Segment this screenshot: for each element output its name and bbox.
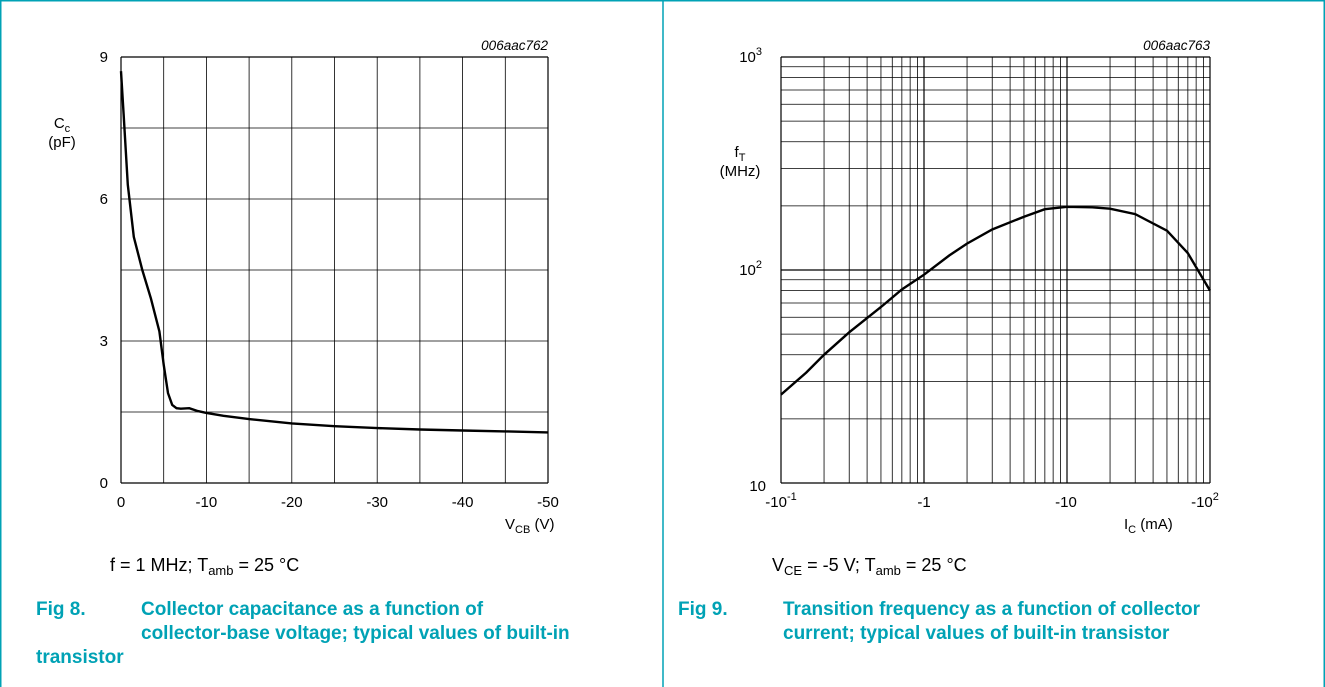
fig8-caption-line: collector-base voltage; typical values o… (141, 623, 570, 644)
fig9-figure-code: 006aac763 (1143, 38, 1210, 53)
fig8-y-tick-label: 3 (100, 333, 108, 350)
fig8-x-tick-label: -40 (452, 494, 474, 511)
fig9-y-tick-label-10: 10 (749, 478, 766, 495)
fig9-y-tick-label-1000: 103 (739, 46, 762, 66)
fig8-x-axis-label: VCB (V) (505, 516, 554, 536)
fig8-series-line (119, 71, 549, 434)
fig9-caption-number: Fig 9. (678, 599, 728, 620)
fig8-grid (120, 56, 549, 484)
fig8-x-tick-label: -20 (281, 494, 303, 511)
fig9-caption-line: current; typical values of built-in tran… (783, 623, 1170, 644)
fig8-tick-labels: 0 -10 -20 -30 -40 -50 0 3 6 9 (100, 49, 559, 511)
fig9-chart: 006aac763 fT (MHz) IC (mA) 10 102 103 -1… (720, 38, 1219, 536)
fig8-conditions: f = 1 MHz; Tamb = 25 °C (110, 555, 300, 578)
fig9-caption: Fig 9. Transition frequency as a functio… (678, 598, 1318, 658)
fig9-y-axis-label: fT (735, 144, 746, 164)
fig9-y-tick-label-100: 102 (739, 259, 762, 279)
fig8-caption-text: Collector capacitance as a function of c… (36, 598, 570, 670)
fig9-grid (780, 56, 1211, 484)
fig8-x-tick-label: -50 (537, 494, 559, 511)
fig8-y-tick-label: 0 (100, 475, 108, 492)
fig9-series-line (780, 205, 1212, 396)
fig9-y-axis-unit: (MHz) (720, 163, 761, 180)
fig8-figure-code: 006aac762 (481, 38, 548, 53)
fig9-caption-text: Transition frequency as a function of co… (783, 598, 1200, 646)
fig8-caption-line: Collector capacitance as a function of (141, 599, 484, 620)
fig8-y-axis-unit: (pF) (48, 134, 76, 151)
fig8-y-tick-label: 6 (100, 191, 108, 208)
fig8-chart: 0 -10 -20 -30 -40 -50 0 3 6 9 006aac762 Cc (pF) V… (48, 38, 559, 536)
fig8-caption-number: Fig 8. (36, 599, 86, 620)
fig8-caption: Fig 8. Collector capacitance as a functi… (36, 598, 646, 678)
fig9-x-tick-label-1: -1 (917, 494, 930, 511)
fig8-y-axis-label: Cc (54, 115, 71, 135)
fig8-caption-line: transistor (36, 647, 124, 668)
fig8-x-tick-label: -10 (196, 494, 218, 511)
fig9-conditions: VCE = -5 V; Tamb = 25 °C (772, 555, 967, 578)
fig8-y-tick-label: 9 (100, 49, 108, 66)
fig9-caption-line: Transition frequency as a function of co… (783, 599, 1201, 620)
fig9-x-tick-label-0.1: -10-1 (765, 491, 796, 511)
fig8-x-tick-label: -30 (366, 494, 388, 511)
fig9-x-tick-label-10: -10 (1055, 494, 1077, 511)
fig9-x-axis-label: IC (mA) (1124, 516, 1173, 536)
fig8-x-tick-label: 0 (117, 494, 125, 511)
fig9-x-tick-label-100: -102 (1191, 491, 1219, 511)
